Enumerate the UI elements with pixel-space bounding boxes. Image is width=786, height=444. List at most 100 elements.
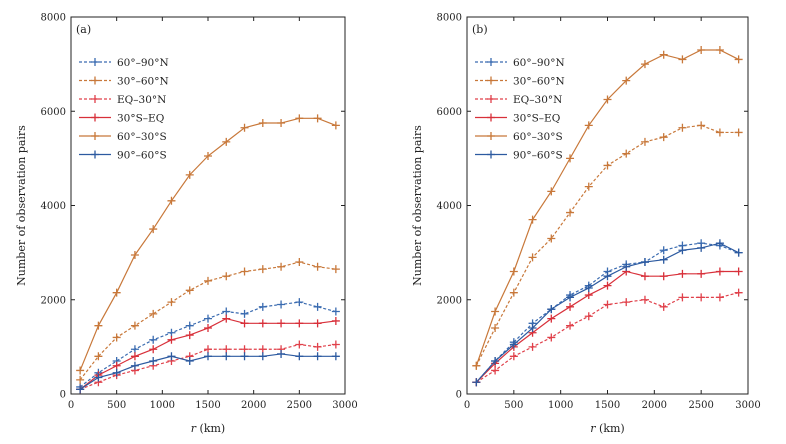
data-point	[734, 248, 743, 257]
legend-marker	[91, 150, 99, 159]
data-point	[240, 123, 249, 132]
legend-marker	[487, 95, 495, 103]
data-point	[277, 319, 286, 328]
data-point	[715, 128, 724, 137]
y-axis-label: Number of observation pairs	[411, 125, 424, 286]
data-point	[509, 340, 518, 349]
data-point	[149, 357, 158, 366]
data-point	[640, 295, 649, 304]
data-point	[313, 114, 322, 123]
data-point	[566, 321, 575, 330]
data-point	[222, 352, 231, 361]
data-point	[584, 291, 593, 300]
x-axis-label: r (km)	[590, 422, 624, 435]
data-point	[277, 349, 286, 358]
series-line	[475, 242, 739, 383]
plot-frame	[70, 16, 346, 395]
legend-label: EQ–30°N	[117, 94, 166, 106]
data-point	[603, 161, 612, 170]
data-point	[130, 250, 139, 259]
data-point	[222, 272, 231, 281]
legend-label: 90°–60°S	[513, 150, 563, 162]
data-point	[734, 288, 743, 297]
data-point	[331, 121, 340, 130]
data-point	[295, 319, 304, 328]
data-point	[734, 267, 743, 276]
data-point	[622, 298, 631, 307]
data-point	[258, 119, 267, 128]
data-point	[640, 137, 649, 146]
data-point	[640, 272, 649, 281]
x-axis-unit: (km)	[596, 422, 625, 435]
x-tick-label: 0	[68, 400, 74, 411]
legend-label: 30°–60°N	[117, 76, 169, 88]
data-point	[112, 288, 121, 297]
data-point	[112, 368, 121, 377]
data-point	[566, 302, 575, 311]
data-point	[112, 361, 121, 370]
data-point	[149, 309, 158, 318]
data-point	[528, 253, 537, 262]
legend-label: 60°–30°S	[513, 131, 563, 143]
data-point	[715, 45, 724, 54]
data-point	[76, 375, 85, 384]
x-axis-label: r (km)	[191, 422, 225, 435]
data-point	[167, 335, 176, 344]
data-point	[258, 265, 267, 274]
x-tick-label: 3000	[332, 400, 357, 411]
legend-marker	[487, 113, 495, 122]
x-tick-label: 500	[504, 400, 523, 411]
data-point	[185, 286, 194, 295]
data-point	[295, 114, 304, 123]
data-point	[240, 345, 249, 354]
y-tick-label: 8000	[437, 13, 462, 24]
x-tick-label: 1000	[150, 400, 175, 411]
legend-marker	[91, 58, 99, 66]
data-point	[94, 373, 103, 382]
y-axis-label: Number of observation pairs	[15, 125, 28, 286]
y-tick-label: 4000	[41, 201, 66, 212]
data-point	[584, 182, 593, 191]
legend-marker	[487, 76, 495, 85]
data-point	[697, 45, 706, 54]
data-point	[313, 262, 322, 271]
data-point	[277, 262, 286, 271]
data-point	[678, 293, 687, 302]
data-point	[659, 246, 668, 255]
data-point	[678, 269, 687, 278]
legend-label: 30°S–EQ	[117, 113, 165, 125]
data-point	[94, 352, 103, 361]
legend-marker	[91, 95, 99, 103]
data-point	[130, 352, 139, 361]
x-axis-variable: r	[590, 422, 596, 435]
legend-label: 60°–90°N	[117, 57, 169, 69]
data-point	[528, 215, 537, 224]
x-tick-label: 2000	[642, 400, 667, 411]
data-point	[584, 283, 593, 292]
data-point	[659, 133, 668, 142]
y-tick-label: 6000	[41, 107, 66, 118]
series-line	[79, 343, 336, 390]
legend-label: 90°–60°S	[117, 150, 167, 162]
data-point	[149, 335, 158, 344]
data-point	[331, 307, 340, 316]
data-point	[130, 345, 139, 354]
plot-frame	[466, 16, 749, 395]
x-tick-label: 2000	[241, 400, 266, 411]
data-point	[603, 272, 612, 281]
y-tick-label: 2000	[437, 295, 462, 306]
data-point	[603, 95, 612, 104]
data-point	[472, 361, 481, 370]
x-tick-label: 3000	[735, 400, 760, 411]
x-tick-label: 2500	[688, 400, 713, 411]
data-point	[734, 128, 743, 137]
data-point	[277, 119, 286, 128]
legend-label: 30°–60°N	[513, 76, 565, 88]
data-point	[509, 352, 518, 361]
data-point	[185, 331, 194, 340]
data-point	[547, 333, 556, 342]
data-point	[204, 152, 212, 161]
x-tick-label: 1000	[548, 400, 573, 411]
data-point	[240, 319, 249, 328]
